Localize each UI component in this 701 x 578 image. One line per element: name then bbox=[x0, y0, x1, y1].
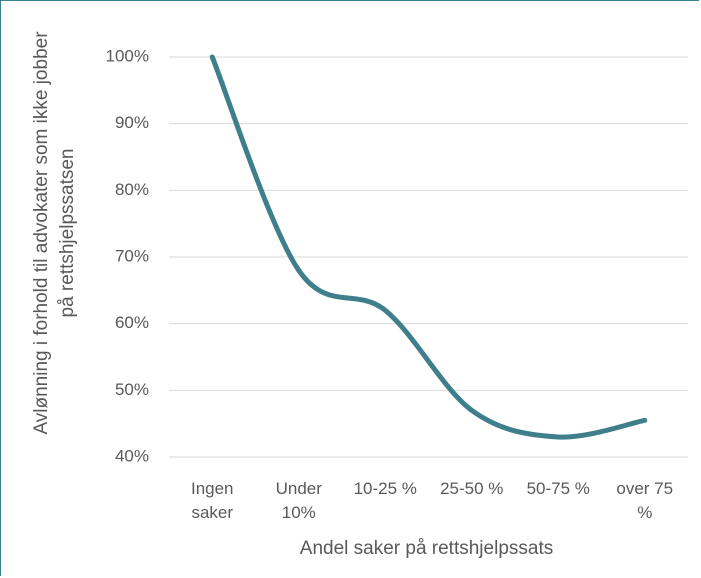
y-tick-label: 100% bbox=[106, 46, 149, 65]
x-tick-label: over 75 % bbox=[616, 479, 674, 522]
y-axis-title: Avlønning i forhold til advokater som ik… bbox=[31, 31, 78, 435]
x-tick-label: 10-25 % bbox=[353, 479, 417, 498]
y-tick-label: 40% bbox=[115, 446, 149, 465]
y-tick-label: 70% bbox=[115, 246, 149, 265]
x-tick-label: 25-50 % bbox=[440, 479, 504, 498]
line bbox=[209, 54, 648, 440]
x-tick-label: Ingen saker bbox=[190, 479, 234, 522]
y-tick-label: 60% bbox=[115, 313, 149, 332]
x-tick-label: Under 10% bbox=[275, 479, 322, 522]
x-axis-title: Andel saker på rettshjelpssats bbox=[299, 538, 554, 559]
x-tick-label: 50-75 % bbox=[526, 479, 590, 498]
y-tick-label: 80% bbox=[115, 180, 149, 199]
y-tick-label: 50% bbox=[115, 380, 149, 399]
y-tick-label: 90% bbox=[115, 113, 149, 132]
